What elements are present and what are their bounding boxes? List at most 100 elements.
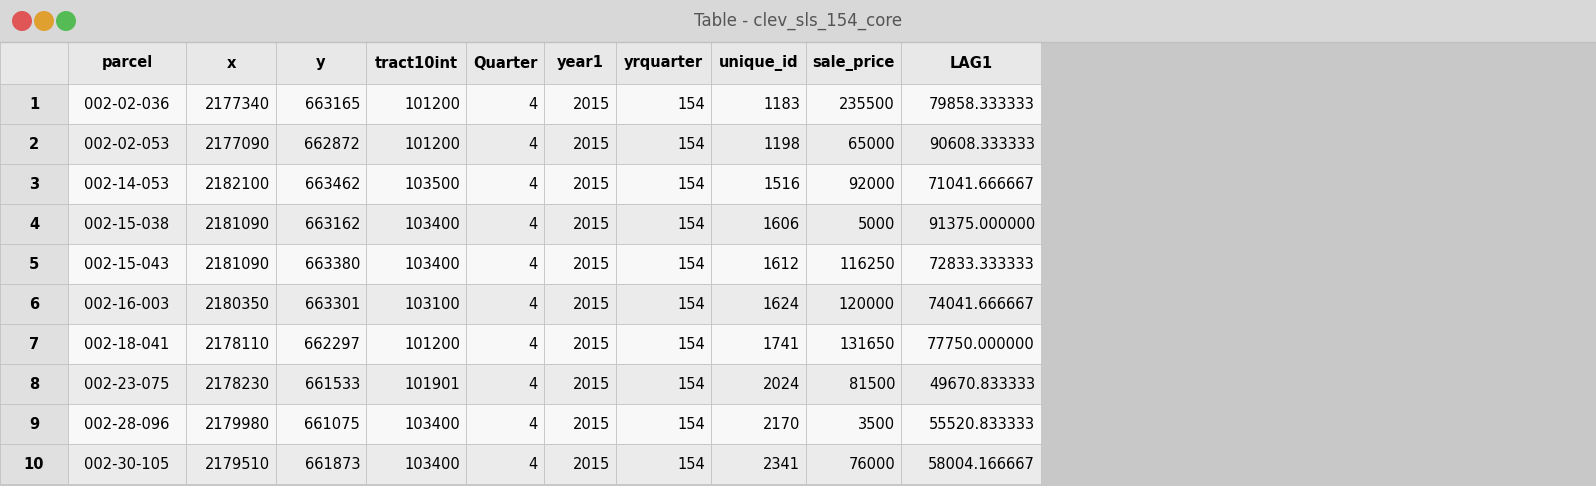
Text: 101200: 101200 [404,336,460,351]
Text: 103400: 103400 [404,257,460,272]
Bar [902,244,1041,284]
Bar [365,364,466,404]
Bar [466,204,544,244]
Bar [187,364,276,404]
Text: 5000: 5000 [857,216,895,231]
Bar [276,84,365,124]
Text: 002-28-096: 002-28-096 [85,417,169,432]
Text: 6: 6 [29,296,38,312]
Text: 662297: 662297 [305,336,361,351]
Text: 2015: 2015 [573,216,610,231]
Text: 154: 154 [677,137,705,152]
Bar [710,444,806,484]
Bar [187,244,276,284]
Text: 2015: 2015 [573,176,610,191]
Text: 002-14-053: 002-14-053 [85,176,169,191]
Text: 002-16-003: 002-16-003 [85,296,169,312]
Text: 663380: 663380 [305,257,361,272]
Bar [466,84,544,124]
Bar [544,164,616,204]
Text: 90608.333333: 90608.333333 [929,137,1034,152]
Text: 4: 4 [528,137,538,152]
Bar [902,42,1041,84]
Text: 154: 154 [677,97,705,111]
Text: 154: 154 [677,176,705,191]
Bar [544,204,616,244]
Bar [544,42,616,84]
Text: 2015: 2015 [573,257,610,272]
Bar [0,204,69,244]
Bar [69,124,187,164]
Text: tract10int: tract10int [375,55,458,70]
Bar [544,364,616,404]
Text: 663165: 663165 [305,97,361,111]
Bar [365,164,466,204]
Text: 7: 7 [29,336,38,351]
Bar [0,244,69,284]
Text: Table - clev_sls_154_core: Table - clev_sls_154_core [694,12,902,30]
Text: 4: 4 [528,456,538,471]
Bar [806,84,902,124]
Bar [710,364,806,404]
Text: 58004.166667: 58004.166667 [929,456,1034,471]
Text: 81500: 81500 [849,377,895,392]
Text: Quarter: Quarter [472,55,538,70]
Bar [187,204,276,244]
Text: 91375.000000: 91375.000000 [927,216,1034,231]
Bar [0,444,69,484]
Text: 002-02-053: 002-02-053 [85,137,169,152]
Bar [0,404,69,444]
Bar [187,284,276,324]
Text: 131650: 131650 [839,336,895,351]
Text: 8: 8 [29,377,40,392]
Bar [544,444,616,484]
Text: 9: 9 [29,417,38,432]
Bar [710,244,806,284]
Bar [69,364,187,404]
Bar [466,124,544,164]
Bar [710,404,806,444]
Bar [365,284,466,324]
Text: 2170: 2170 [763,417,800,432]
Bar [69,444,187,484]
Bar [806,164,902,204]
Text: 154: 154 [677,336,705,351]
Bar [544,324,616,364]
Bar [0,164,69,204]
Bar [276,124,365,164]
Bar [616,204,710,244]
Bar [902,204,1041,244]
Bar [806,244,902,284]
Text: 002-18-041: 002-18-041 [85,336,169,351]
Bar [902,284,1041,324]
Bar [466,364,544,404]
Bar [69,324,187,364]
Bar [0,364,69,404]
Text: 1516: 1516 [763,176,800,191]
Text: 235500: 235500 [839,97,895,111]
Bar [276,164,365,204]
Text: 2179510: 2179510 [204,456,270,471]
Text: 103400: 103400 [404,417,460,432]
Text: 1624: 1624 [763,296,800,312]
Text: 3500: 3500 [859,417,895,432]
Text: 103400: 103400 [404,216,460,231]
Text: 4: 4 [528,296,538,312]
Text: 1612: 1612 [763,257,800,272]
Text: year1: year1 [557,55,603,70]
Text: 74041.666667: 74041.666667 [929,296,1034,312]
Text: 661533: 661533 [305,377,361,392]
Bar [69,42,187,84]
Text: 103400: 103400 [404,456,460,471]
Text: 76000: 76000 [847,456,895,471]
Bar [276,42,365,84]
Text: 2: 2 [29,137,38,152]
Bar [466,164,544,204]
Bar [902,164,1041,204]
Bar [365,324,466,364]
Bar [276,284,365,324]
Text: 5: 5 [29,257,40,272]
Text: 002-02-036: 002-02-036 [85,97,169,111]
Bar [544,404,616,444]
Bar [187,324,276,364]
